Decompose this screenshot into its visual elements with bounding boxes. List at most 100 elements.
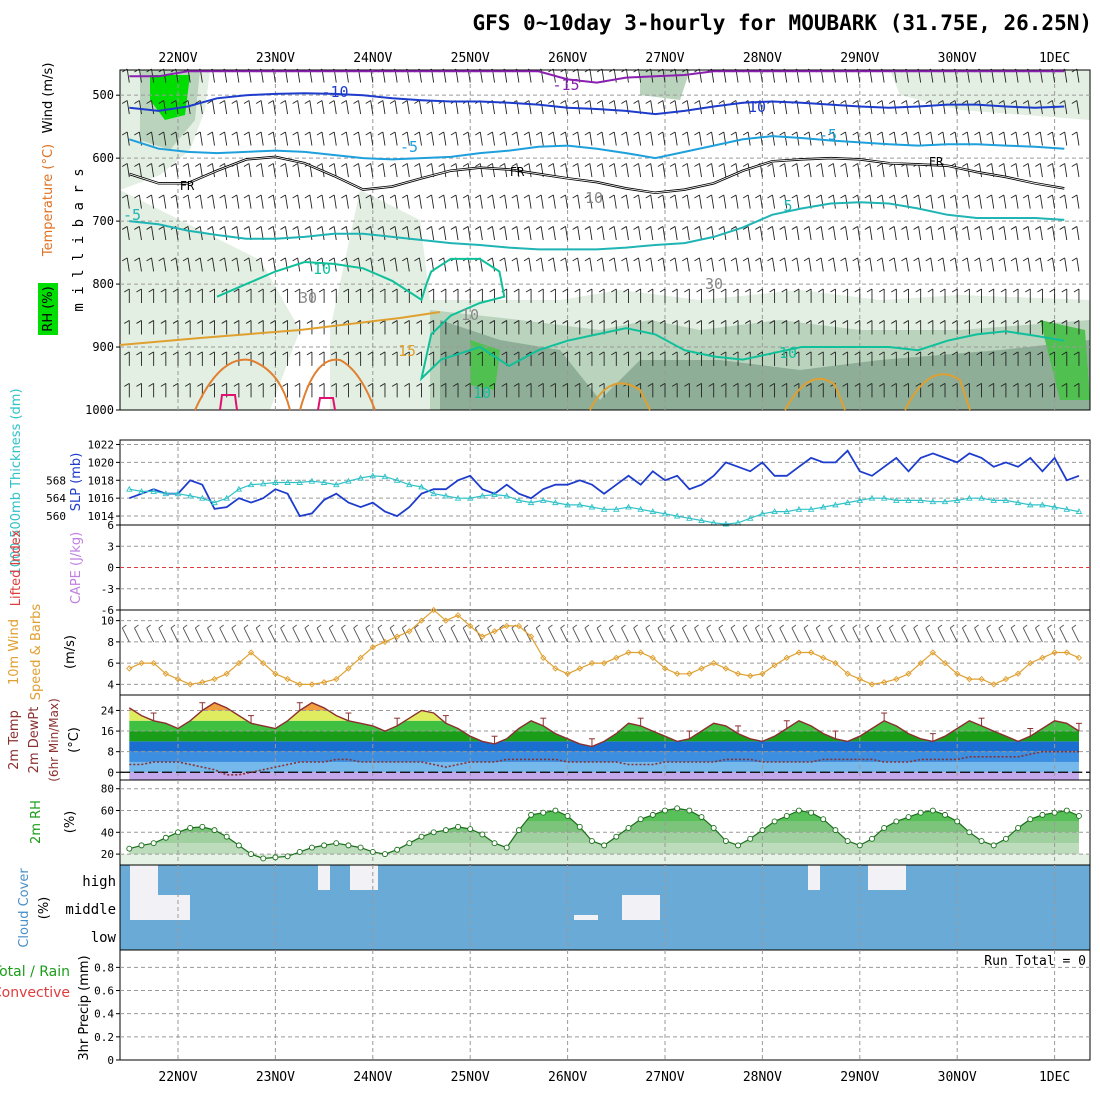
wind-barb-flag [268,131,274,136]
wind-barb [126,163,130,178]
wind-barb-flag [1035,100,1041,104]
warm-contour [219,394,238,411]
thickness-point [211,499,218,506]
wind-barb-flag [584,226,591,230]
thickness-point [941,498,949,505]
wind-barb-flag [404,351,410,356]
thickness-point [637,505,644,512]
wind-barb-flag [572,163,578,167]
wind10-point [759,670,766,677]
wind-barb-flag [903,351,909,356]
wind-barb [479,226,483,241]
wind-barb-flag [170,131,177,136]
rh-shade [1040,320,1090,400]
wind-barb [175,131,179,146]
bottom-date-label: 1DEC [1039,1070,1070,1085]
wind-barb-flag [355,351,361,356]
wind-barb [966,100,970,115]
wind-barb-flag [732,320,739,324]
wind-barb-flag [889,194,895,199]
wind10-barb [121,627,130,643]
wind-barb-flag [889,100,895,104]
wind-barb-flag [730,194,737,199]
wind10-barb [949,627,958,643]
rh2m-point [394,846,401,853]
warm-contour [299,358,376,411]
wind10-barb [986,627,995,643]
wind-barb-flag [440,288,447,293]
wind10-barb [852,627,861,643]
wind-barb-flag [949,100,956,104]
wind-barb-flag [182,100,189,104]
isotherm-3 [128,155,1065,195]
wind-barb-flag [1061,320,1068,324]
wind-barb-flag [1035,163,1041,167]
wind-barb-flag [682,68,688,73]
wind-barb [333,100,337,115]
wind-barb-flag [452,320,459,324]
wind-barb-flag [986,100,992,104]
wind-barb-flag [353,257,359,262]
wind-barb-flag [148,351,154,356]
wind10-point [235,659,243,667]
slp-line [128,449,1080,518]
rh2m-band [129,832,1080,844]
wind-barb-flag [767,131,773,136]
wind-barb-flag [889,257,895,262]
precip-tick-label: 0.8 [94,961,114,974]
wind-barb [1076,131,1080,146]
wind-barb [467,257,471,272]
wind-barb-flag [951,320,958,324]
li-tick-label: -6 [101,604,114,617]
wind10-barb [267,627,276,643]
slp-tick-label: 1022 [88,438,115,451]
wind-barb [382,194,386,209]
wind-barb-flag [574,320,581,324]
wind-barb [723,100,727,115]
top-date-label: 30NOV [938,51,977,66]
wind-barb [394,194,398,209]
wind-barb-flag [608,163,615,167]
wind-barb-flag [389,163,396,167]
wind10-barb-flag [633,624,638,629]
wind-barb-flag [755,257,761,262]
wind-barb-flag [402,163,408,167]
rh2m-point [674,805,681,812]
slp-tick-label: 1020 [88,456,115,469]
wind-barb-flag [146,194,152,199]
wind-barb [358,131,362,146]
thickness-point [783,508,791,515]
wind-barb-flag [1022,226,1029,230]
wind-barb-flag [586,383,593,387]
wind-barb [504,131,508,146]
wind-barb-flag [866,320,873,324]
wind10-barb-flag [1010,624,1016,629]
wind-barb-flag [718,257,725,262]
wind10-barb-flag [998,624,1004,629]
wind10-point [320,679,328,686]
wind-barb [479,163,483,178]
wind-barb-flag [318,383,325,387]
thickness-axis-label: 1000-500mb Thickness (dm) [9,388,24,575]
wind-barb-flag [657,226,664,230]
cloud-gap [318,865,330,890]
wind-barb-flag [682,226,688,230]
wind-barb [370,194,374,209]
wind-barb-flag [197,351,203,356]
wind-barb-flag [720,320,727,324]
cape-grid [119,524,1091,611]
li-tick-label: 3 [107,540,114,553]
wind-barb [211,100,215,115]
wind10-barb-flag [730,624,736,629]
wind-barb [272,257,276,272]
wind-barb-flag [257,351,264,356]
wind-barb [479,100,483,115]
wind-barb-flag [146,68,152,73]
wind-barb-flag [367,288,374,293]
wind10-barb-flag [791,624,797,629]
wind-barb-flag [876,226,883,230]
cloud-gap [808,865,820,890]
wind-barb [589,131,593,146]
wind-barb-flag [195,226,201,230]
wind10-point [832,659,839,667]
